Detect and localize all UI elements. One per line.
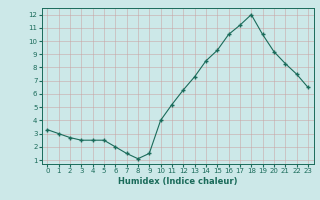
X-axis label: Humidex (Indice chaleur): Humidex (Indice chaleur) [118, 177, 237, 186]
